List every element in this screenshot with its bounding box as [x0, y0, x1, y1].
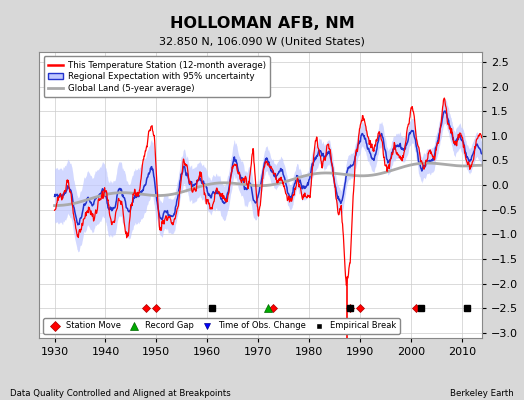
Text: HOLLOMAN AFB, NM: HOLLOMAN AFB, NM: [170, 16, 354, 31]
Text: 32.850 N, 106.090 W (United States): 32.850 N, 106.090 W (United States): [159, 37, 365, 47]
Legend: Station Move, Record Gap, Time of Obs. Change, Empirical Break: Station Move, Record Gap, Time of Obs. C…: [43, 318, 400, 334]
Text: Berkeley Earth: Berkeley Earth: [450, 389, 514, 398]
Text: Data Quality Controlled and Aligned at Breakpoints: Data Quality Controlled and Aligned at B…: [10, 389, 231, 398]
